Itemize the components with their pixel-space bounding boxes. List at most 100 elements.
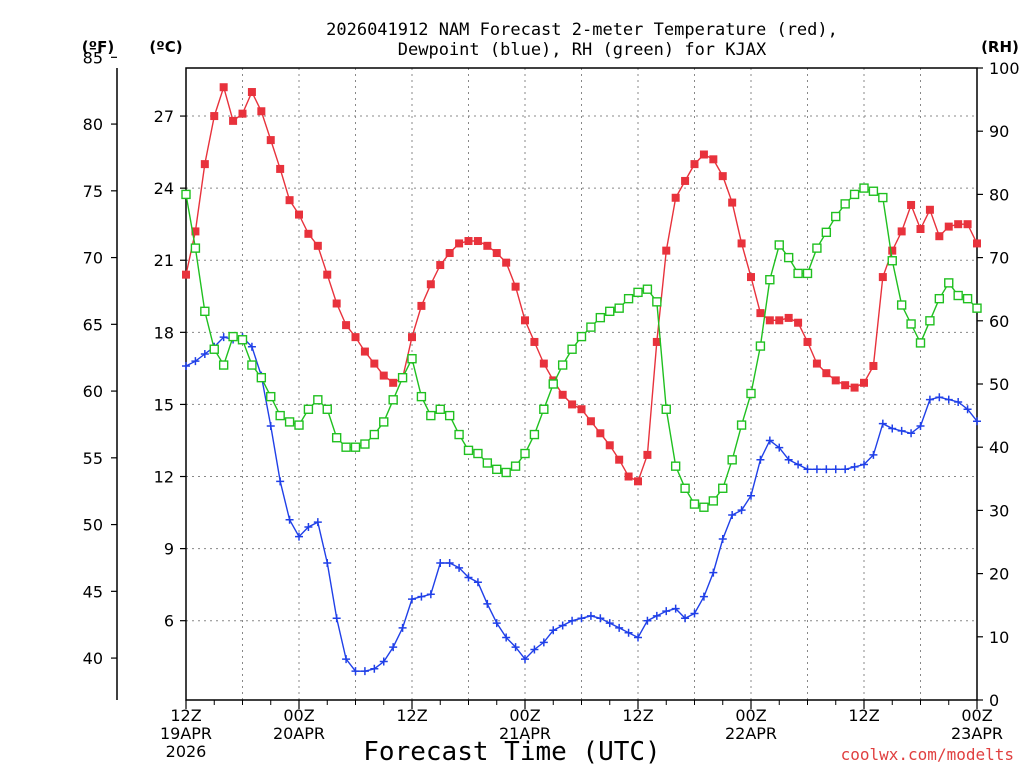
dewpoint-point [888,424,897,433]
temperature-point [916,225,925,234]
dewpoint-point [699,592,708,601]
rh-point [228,331,238,342]
rh-point [953,290,963,301]
dewpoint-point [304,522,313,531]
rh-point [661,404,671,414]
x-tick-label: 12Z [622,706,653,725]
rh-point [181,189,191,200]
temperature-point [850,383,859,392]
temperature-point [473,237,482,246]
rh-point [793,268,803,279]
temperature-point [483,241,492,250]
rh-point [840,199,850,209]
dewpoint-point [709,568,718,577]
dewpoint-point [973,417,981,426]
temperature-point [973,239,981,248]
rh-point [623,293,634,304]
temperature-point [568,400,577,409]
rh-point [360,439,370,449]
temperature-point [370,359,379,368]
temperature-point [379,371,388,380]
dewpoint-point [681,614,690,623]
rh-point [586,322,596,332]
rh-tick-label: 90 [989,122,1009,141]
temperature-point [822,369,831,378]
temperature-point [182,270,190,279]
dewpoint-point [605,619,614,628]
dewpoint-point [200,349,209,358]
dewpoint-point [351,667,360,676]
rh-point [812,243,822,253]
c-tick-label: 27 [154,107,174,126]
dewpoint-point [549,626,558,635]
rh-point [557,360,568,370]
dewpoint-point [455,563,464,572]
dewpoint-point [191,357,200,366]
dewpoint-point [342,655,351,664]
rh-point [642,284,653,294]
temperature-point [869,361,878,370]
rh-point [313,395,323,405]
temperature-point [681,176,690,185]
f-tick-label: 65 [83,315,103,334]
dewpoint-point [247,342,256,351]
dewpoint-point [417,592,426,601]
c-tick-label: 6 [164,612,174,631]
temperature-point [521,316,529,325]
temperature-point [784,313,793,322]
dewpoint-point [944,395,953,404]
dewpoint-point [492,619,501,628]
x-tick-label: 12Z [848,706,879,725]
dewpoint-point [182,361,190,370]
dewpoint-point [398,623,407,632]
temperature-point [210,112,219,121]
rh-point [727,455,737,465]
temperature-point [765,316,774,325]
rh-point [190,243,201,253]
dewpoint-point [841,465,850,474]
chart-title-line1: 2026041912 NAM Forecast 2-meter Temperat… [326,20,838,40]
dewpoint-point [539,638,548,647]
x-tick-label: 19APR [160,724,212,743]
c-tick-label: 18 [154,323,174,342]
dewpoint-point [483,599,492,608]
rh-axis: 0 10 20 30 40 50 60 70 80 90 100 [977,59,1020,710]
temperature-point [266,136,275,145]
credit-label: coolwx.com/modelts [841,745,1014,764]
rh-point [407,354,417,364]
temperature-point [944,222,953,231]
rh-tick-label: 20 [989,565,1009,584]
temperature-point [332,299,341,308]
rh-unit-label: (RH) [981,38,1019,56]
rh-point [746,388,756,399]
dewpoint-point [860,460,868,469]
series-layer [181,83,982,676]
rh-point [463,445,474,456]
temperature-point [718,172,727,181]
c-tick-label: 9 [164,540,174,559]
dewpoint-point [916,422,925,431]
dewpoint-point [869,450,878,459]
dewpoint-point [878,419,887,428]
temperature-point [897,227,906,236]
rh-point [416,391,427,402]
rh-point [266,391,276,402]
temperature-point [200,160,209,169]
rh-point [473,448,483,459]
dewpoint-point [502,633,511,642]
rh-point [680,483,690,493]
x-axis-title: Forecast Time (UTC) [363,737,660,767]
rh-point [774,240,784,250]
temperature-point [652,337,661,346]
rh-point [529,429,540,440]
dewpoint-point [511,643,520,652]
celsius-axis: 6 9 12 15 18 21 24 27 [154,107,186,631]
temperature-point [351,333,360,342]
temperature-point [615,455,624,464]
dewpoint-point [718,534,727,543]
temperature-point [455,239,464,248]
f-tick-label: 55 [83,449,103,468]
dewpoint-point [360,667,369,676]
rh-point [699,502,709,512]
rh-tick-label: 10 [989,628,1009,647]
